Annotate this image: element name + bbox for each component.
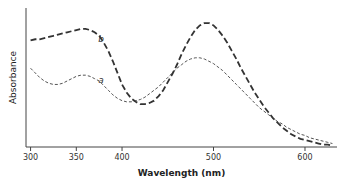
x-tick-label: 300 — [23, 153, 38, 162]
y-axis-line — [26, 8, 27, 147]
x-tick — [30, 147, 31, 151]
x-axis-line — [26, 147, 337, 148]
x-axis-label: Wavelength (nm) — [138, 168, 226, 178]
x-tick — [76, 147, 77, 151]
x-tick-label: 400 — [114, 153, 129, 162]
x-tick-label: 350 — [69, 153, 84, 162]
y-axis-label: Absorbance — [8, 50, 18, 104]
x-tick-label: 600 — [297, 153, 312, 162]
annotation: a — [98, 75, 104, 85]
x-tick — [213, 147, 214, 151]
chart: 300 350 400 500 600 Wavelength (nm) Absorbance… — [0, 0, 347, 181]
x-tick — [304, 147, 305, 151]
x-tick — [122, 147, 123, 151]
plot-area — [31, 23, 333, 146]
line-series — [31, 23, 333, 146]
annotation: b — [98, 34, 104, 44]
x-tick-label: 500 — [206, 153, 221, 162]
